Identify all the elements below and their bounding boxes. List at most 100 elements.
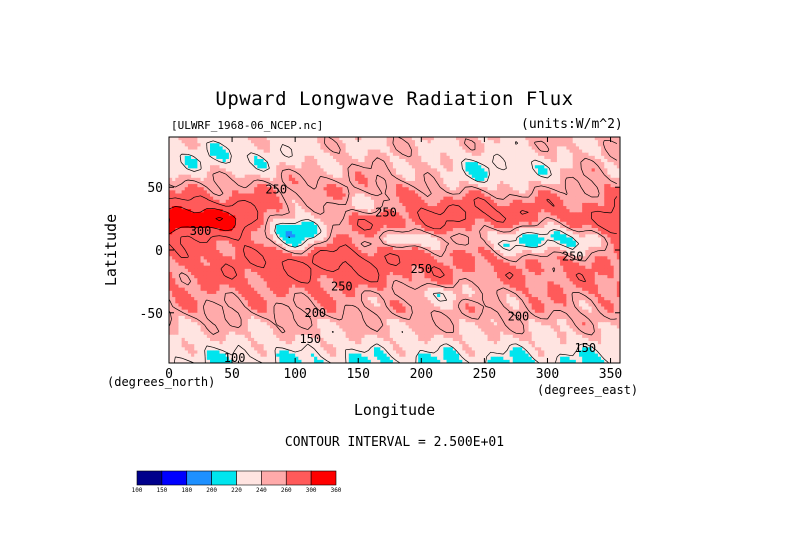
heatmap-cell [509, 212, 514, 216]
heatmap-cell [588, 162, 593, 166]
heatmap-cell [216, 180, 220, 185]
heatmap-cell [263, 206, 268, 210]
heatmap-cell [282, 162, 287, 166]
heatmap-cell [512, 177, 517, 182]
heatmap-cell [282, 228, 287, 232]
heatmap-cell [339, 155, 343, 160]
heatmap-cell [213, 215, 217, 220]
heatmap-cell [386, 165, 391, 169]
heatmap-cell [370, 165, 375, 169]
heatmap-cell [336, 149, 340, 154]
heatmap-cell [500, 171, 504, 176]
heatmap-cell [222, 193, 227, 198]
heatmap-cell [572, 168, 577, 172]
heatmap-cell [503, 206, 507, 210]
heatmap-cell [232, 155, 236, 160]
heatmap-cell [392, 155, 397, 160]
heatmap-cell [531, 146, 536, 150]
heatmap-cell [459, 231, 463, 235]
heatmap-cell [604, 155, 608, 160]
heatmap-cell [251, 228, 255, 232]
heatmap-cell [257, 158, 261, 163]
heatmap-cell [292, 212, 296, 216]
heatmap-cell [386, 174, 391, 179]
heatmap-cell [263, 237, 268, 241]
heatmap-cell [613, 187, 618, 191]
heatmap-cell [594, 143, 599, 147]
heatmap-cell [348, 234, 353, 238]
heatmap-cell [544, 171, 548, 176]
heatmap-cell [178, 158, 183, 163]
heatmap-cell [339, 187, 343, 191]
heatmap-cell [585, 193, 589, 198]
heatmap-cell [500, 190, 504, 194]
heatmap-cell [191, 140, 195, 144]
heatmap-cell [358, 196, 362, 201]
heatmap-cell [456, 165, 460, 169]
heatmap-cell [210, 212, 214, 216]
heatmap-cell [613, 202, 618, 207]
heatmap-cell [616, 155, 621, 160]
heatmap-cell [279, 212, 283, 216]
heatmap-cell [579, 196, 583, 201]
heatmap-cell [191, 237, 195, 241]
heatmap-cell [440, 231, 444, 235]
heatmap-cell [566, 171, 570, 176]
heatmap-cell [386, 146, 391, 150]
heatmap-cell [541, 231, 545, 235]
heatmap-cell [579, 199, 583, 204]
heatmap-cell [178, 215, 183, 220]
heatmap-cell [399, 140, 403, 144]
heatmap-cell [310, 184, 315, 188]
heatmap-cell [613, 240, 618, 245]
heatmap-cell [333, 190, 337, 194]
heatmap-cell [610, 199, 615, 204]
heatmap-cell [172, 140, 176, 144]
heatmap-cell [418, 196, 422, 201]
heatmap-cell [392, 165, 397, 169]
heatmap-cell [402, 218, 406, 223]
heatmap-cell [172, 212, 176, 216]
heatmap-cell [194, 196, 198, 201]
heatmap-cell [474, 215, 479, 220]
heatmap-cell [440, 152, 444, 157]
heatmap-cell [519, 158, 523, 163]
heatmap-cell [415, 184, 419, 188]
heatmap-cell [358, 158, 362, 163]
heatmap-cell [345, 165, 350, 169]
heatmap-cell [481, 177, 485, 182]
heatmap-cell [377, 187, 381, 191]
heatmap-cell [191, 184, 195, 188]
heatmap-cell [405, 221, 410, 226]
heatmap-cell [339, 162, 343, 166]
heatmap-cell [317, 149, 321, 154]
heatmap-cell [594, 196, 599, 201]
heatmap-cell [437, 180, 441, 185]
heatmap-cell [433, 177, 438, 182]
heatmap-cell [446, 187, 451, 191]
heatmap-cell [538, 146, 542, 150]
heatmap-cell [424, 237, 429, 241]
heatmap-cell [342, 177, 347, 182]
heatmap-cell [440, 174, 444, 179]
heatmap-cell [396, 158, 400, 163]
heatmap-cell [269, 152, 274, 157]
heatmap-cell [172, 143, 176, 147]
heatmap-cell [285, 152, 290, 157]
heatmap-cell [515, 165, 520, 169]
heatmap-cell [437, 228, 441, 232]
heatmap-cell [456, 152, 460, 157]
heatmap-cell [216, 212, 220, 216]
heatmap-cell [295, 152, 299, 157]
heatmap-cell [251, 155, 255, 160]
heatmap-cell [396, 231, 400, 235]
heatmap-cell [515, 193, 520, 198]
heatmap-field [169, 137, 621, 364]
heatmap-cell [440, 193, 444, 198]
heatmap-cell [519, 143, 523, 147]
heatmap-cell [613, 218, 618, 223]
heatmap-cell [383, 158, 388, 163]
heatmap-cell [266, 187, 271, 191]
heatmap-cell [456, 190, 460, 194]
heatmap-cell [288, 202, 293, 207]
